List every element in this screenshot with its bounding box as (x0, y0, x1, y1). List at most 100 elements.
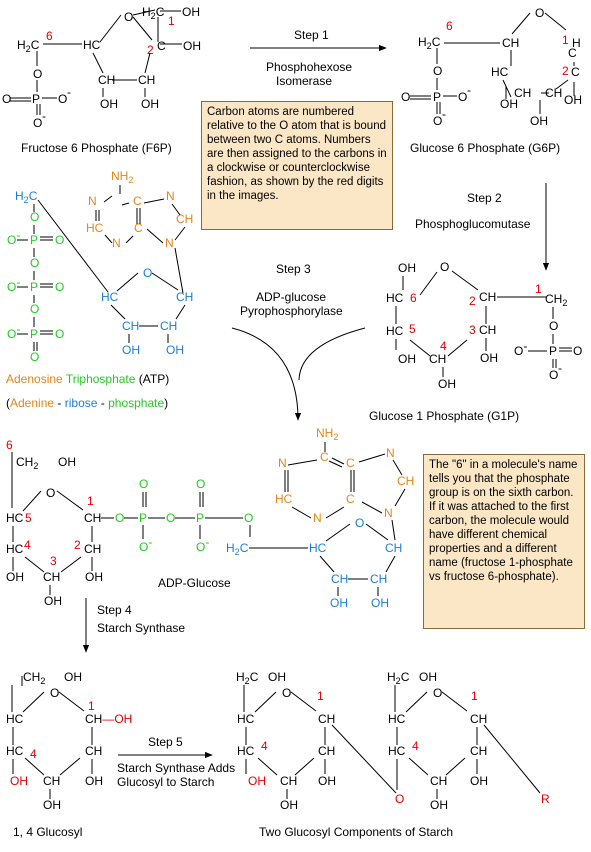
charge-label: - (42, 109, 46, 123)
carbon-number-1: 1 (88, 699, 95, 713)
hc-label: HC (6, 542, 24, 556)
ch-label: CH (318, 712, 335, 726)
o-label: O (55, 280, 64, 294)
hc-label: HC (388, 712, 406, 726)
hc-label: HC (491, 65, 509, 79)
hc-label: HC (83, 38, 101, 52)
oh-label: OH (530, 114, 548, 128)
ch-label: CH (502, 36, 519, 50)
oh-label: OH (398, 352, 416, 366)
step5-enzyme: Glucosyl to Starch (117, 775, 214, 789)
step3-label: Step 3 (276, 262, 311, 276)
step4-label: Step 4 (97, 603, 132, 617)
carbon-number-3: 3 (469, 323, 476, 337)
o-label: O (573, 344, 582, 358)
ring-oxygen: O (535, 6, 544, 20)
atom-label: C (346, 456, 355, 470)
oh-label: OH (6, 570, 24, 584)
oh-label: OH (85, 570, 103, 584)
o-label: O (30, 210, 39, 224)
c-label: C (157, 39, 166, 53)
oh-label: OH (330, 596, 348, 610)
ring-oxygen: O (282, 686, 291, 700)
ch2oh-label: H2C (236, 670, 259, 686)
o-label: O (166, 511, 175, 525)
r-group-label: R (541, 792, 550, 806)
ribose-oxygen: O (355, 516, 364, 530)
o-label: O (244, 511, 253, 525)
step3-arrow: Step 3 ADP-glucose Pyrophosphorylase (231, 262, 366, 421)
o-label: O (549, 319, 558, 333)
oh-label: OH (500, 97, 518, 111)
atom-label: CH (176, 212, 193, 226)
ch-label: CH (429, 352, 446, 366)
ribose-oxygen: O (143, 266, 152, 280)
step5-arrow: Step 5 Starch Synthase Adds Glucosyl to … (117, 735, 235, 789)
phosphorus-label: P (30, 327, 38, 341)
oh-label: OH (64, 670, 82, 684)
atom-label: HC (309, 541, 327, 555)
ch-label: CH (84, 542, 101, 556)
ring-oxygen: O (124, 10, 133, 24)
step1-enzyme: Isomerase (276, 74, 332, 88)
hc-label: HC (237, 744, 255, 758)
oh-label: OH (268, 670, 286, 684)
atom-label: HC (101, 290, 119, 304)
carbon-number-1: 1 (562, 33, 569, 47)
c-label: C (571, 65, 580, 79)
glycosidic-oxygen: O (395, 792, 404, 806)
step5-enzyme: Starch Synthase Adds (117, 761, 235, 775)
atom-label: CH (370, 572, 387, 586)
ch-label: CH (85, 744, 102, 758)
atom-label: N (166, 189, 175, 203)
o-label: O (401, 90, 410, 104)
oh-label: OH (248, 774, 266, 788)
oh-label: OH (166, 343, 184, 357)
ch-label: CH (280, 774, 297, 788)
phosphorus-label: P (30, 280, 38, 294)
o-label: O (115, 511, 124, 525)
o-minus: O- (139, 535, 152, 554)
atp-parts: (Adenine - ribose - phosphate) (6, 396, 168, 410)
h2c-atp: H2C (15, 189, 38, 205)
ch-label: CH (470, 712, 487, 726)
phosphorus-label: P (30, 233, 38, 247)
c-label: C (568, 46, 577, 60)
step2-label: Step 2 (467, 191, 502, 205)
o-minus: O- (7, 322, 20, 341)
step2-arrow: Step 2 Phosphoglucomutase (415, 183, 550, 271)
atom-label: HC (275, 492, 293, 506)
ch-label: CH (514, 86, 531, 100)
step4-arrow: Step 4 Starch Synthase (82, 598, 185, 653)
atom-label: C (346, 492, 355, 506)
oh-label: OH (100, 97, 118, 111)
charge-label: - (442, 107, 446, 121)
o-label: O (55, 233, 64, 247)
oh-label: OH (43, 798, 61, 812)
o-label: O (433, 114, 442, 128)
atom-label: CH (122, 319, 139, 333)
sixth-carbon-note: The "6" in a molecule's name tells you t… (423, 454, 585, 629)
ch-label: CH (98, 73, 115, 87)
ring-oxygen: O (433, 686, 442, 700)
o-label: O (30, 350, 39, 364)
charge-label: - (67, 85, 71, 99)
carbon-number-6: 6 (6, 438, 13, 452)
ch2oh-label: CH2 (23, 670, 45, 686)
o-label: O (2, 92, 11, 106)
g1p-caption: Glucose 1 Phosphate (G1P) (369, 409, 519, 423)
o-label: O (433, 64, 442, 78)
carbon-number-1: 1 (317, 689, 324, 703)
carbon-number-6: 6 (410, 291, 417, 305)
oh-label: OH (480, 351, 498, 365)
carbon-number-1: 1 (471, 689, 478, 703)
oh-label: OH (564, 93, 582, 107)
oh-label: OH (438, 377, 456, 391)
ch2oh-label: H2C (387, 670, 410, 686)
carbon-number-2: 2 (469, 294, 476, 308)
amine-label: NH2 (111, 169, 133, 185)
o-minus: O- (7, 275, 20, 294)
ch-oh: CH—OH (85, 712, 132, 726)
ch-label: CH (479, 323, 496, 337)
o-minus: O- (514, 339, 527, 358)
